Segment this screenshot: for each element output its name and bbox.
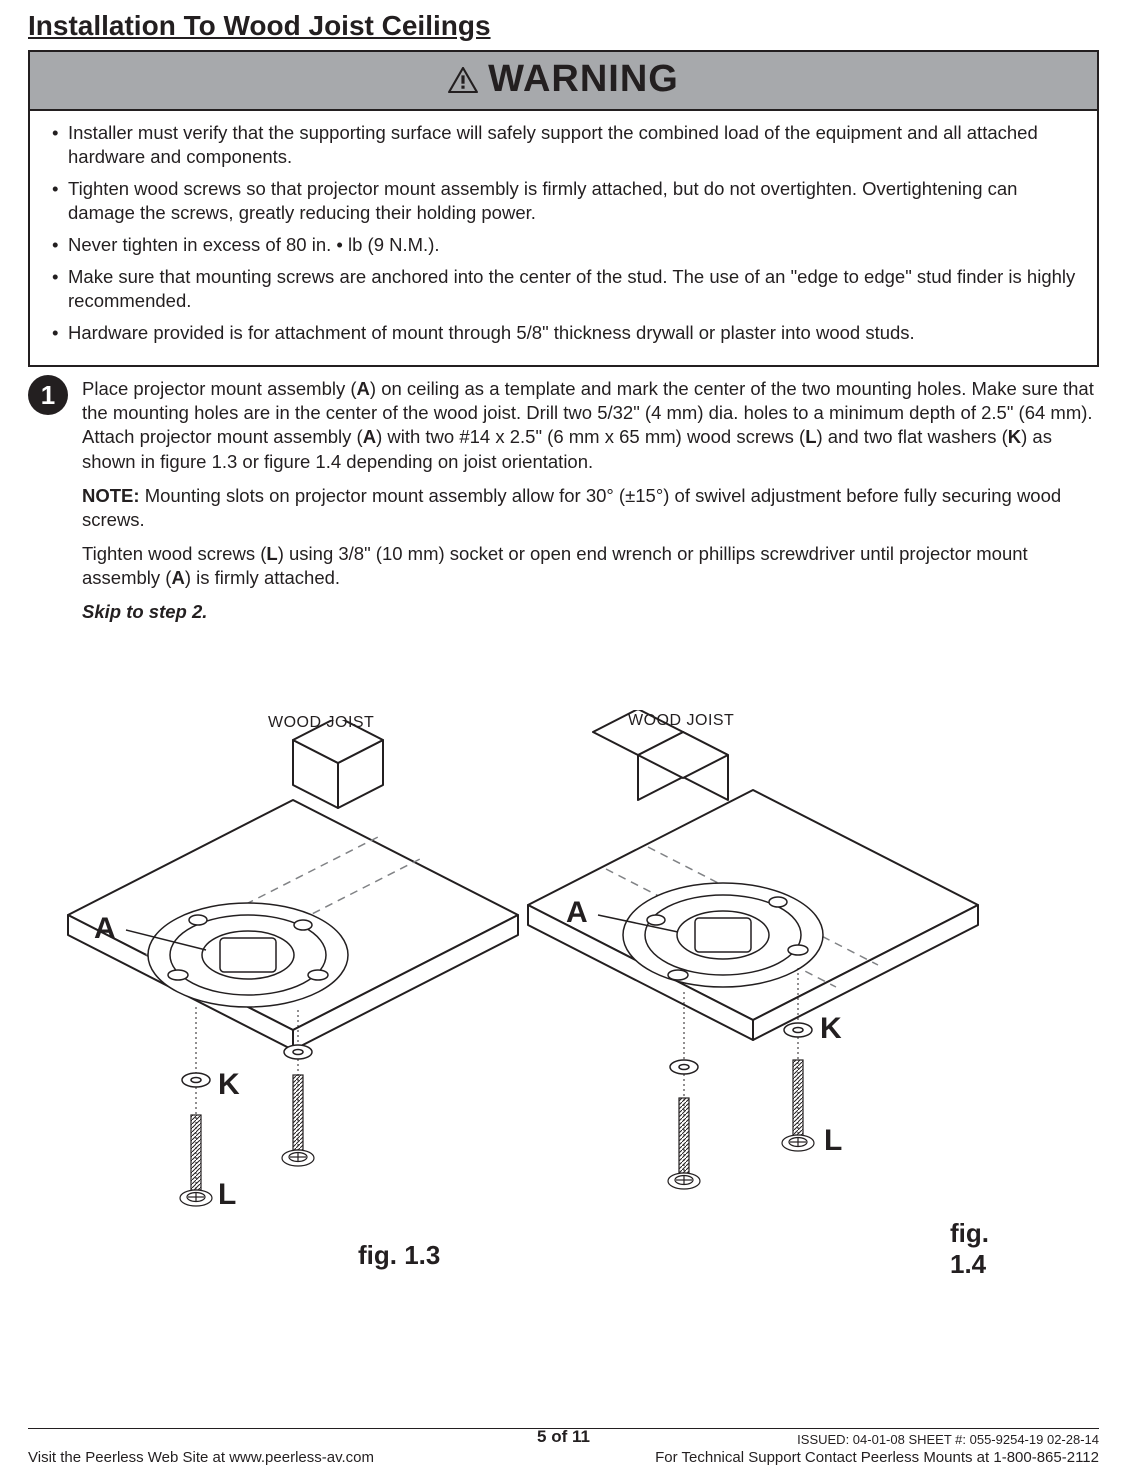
page-number: 5 of 11 [537, 1427, 590, 1447]
warning-header: WARNING [30, 52, 1097, 111]
step-paragraph-1: Place projector mount assembly (A) on ce… [82, 377, 1099, 473]
callout-a: A [566, 896, 588, 930]
step-skip: Skip to step 2. [82, 600, 1099, 624]
callout-a: A [94, 912, 116, 946]
warning-item: Tighten wood screws so that projector mo… [48, 177, 1079, 225]
page-title: Installation To Wood Joist Ceilings [28, 10, 1099, 42]
warning-body: Installer must verify that the supportin… [30, 111, 1097, 365]
warning-title: WARNING [488, 58, 679, 101]
figure-1-3-svg [28, 720, 548, 1280]
footer-support: For Technical Support Contact Peerless M… [655, 1449, 1099, 1466]
callout-l: L [218, 1178, 236, 1212]
callout-k: K [218, 1068, 240, 1102]
step-text: Place projector mount assembly (A) on ce… [82, 377, 1099, 633]
warning-item: Installer must verify that the supportin… [48, 121, 1079, 169]
figure-1-4-caption: fig. 1.4 [950, 1218, 1018, 1280]
footer-issued: ISSUED: 04-01-08 SHEET #: 055-9254-19 02… [797, 1432, 1099, 1447]
footer-website: Visit the Peerless Web Site at www.peerl… [28, 1449, 374, 1466]
page-footer: 5 of 11 ISSUED: 04-01-08 SHEET #: 055-92… [28, 1428, 1099, 1466]
warning-item: Never tighten in excess of 80 in. • lb (… [48, 233, 1079, 257]
step-paragraph-3: Tighten wood screws (L) using 3/8" (10 m… [82, 542, 1099, 590]
figure-1-3: WOOD JOIST [28, 720, 548, 1280]
step-1: 1 Place projector mount assembly (A) on … [28, 377, 1099, 633]
wood-joist-label: WOOD JOIST [628, 712, 734, 730]
figure-1-3-caption: fig. 1.3 [358, 1240, 440, 1271]
figure-1-4-svg [498, 710, 1058, 1270]
figures-area: WOOD JOIST [28, 720, 1099, 1340]
step-note: NOTE: Mounting slots on projector mount … [82, 484, 1099, 532]
callout-k: K [820, 1012, 842, 1046]
warning-box: WARNING Installer must verify that the s… [28, 50, 1099, 367]
wood-joist-label: WOOD JOIST [268, 714, 374, 732]
step-number-badge: 1 [28, 375, 68, 415]
warning-triangle-icon [448, 67, 478, 93]
warning-item: Make sure that mounting screws are ancho… [48, 265, 1079, 313]
figure-1-4: WOOD JOIST [498, 710, 1018, 1270]
warning-item: Hardware provided is for attachment of m… [48, 321, 1079, 345]
callout-l: L [824, 1124, 842, 1158]
